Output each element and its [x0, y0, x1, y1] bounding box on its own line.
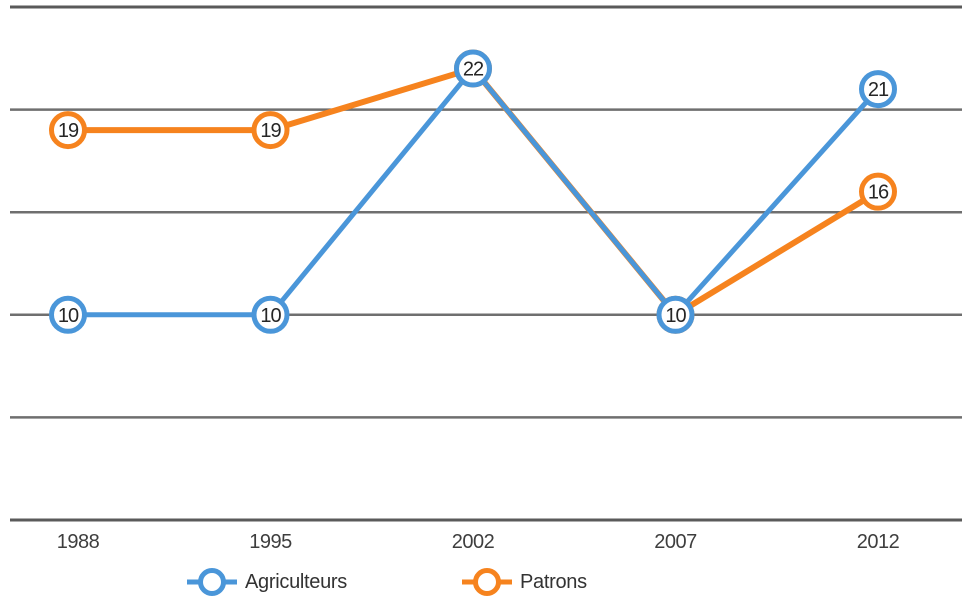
value-label: 10	[260, 305, 281, 327]
x-tick-label-2012: 2012	[857, 531, 900, 553]
data-point-agriculteurs-1995	[251, 295, 290, 334]
x-tick-label-1988: 1988	[57, 531, 100, 553]
value-label: 19	[58, 120, 79, 142]
value-label: 10	[665, 305, 686, 327]
data-point-patrons-1988	[49, 111, 87, 150]
value-label: 10	[58, 305, 79, 327]
value-label: 21	[868, 79, 889, 101]
x-tick-label-2002: 2002	[452, 531, 495, 553]
x-tick-label-1995: 1995	[249, 531, 292, 553]
data-point-patrons-1995	[251, 111, 290, 150]
legend-marker-patrons-icon	[462, 568, 512, 596]
legend-marker-agriculteurs-icon	[187, 568, 237, 596]
series-line-patrons	[65, 65, 881, 318]
legend-item-patrons: Patrons	[461, 566, 587, 598]
data-point-agriculteurs-2012	[859, 70, 897, 109]
data-point-agriculteurs-2002	[454, 49, 492, 88]
legend-item-agriculteurs: Agriculteurs	[186, 566, 347, 598]
legend-label-agriculteurs: Agriculteurs	[245, 571, 347, 593]
x-tick-label-2007: 2007	[654, 531, 697, 553]
data-point-agriculteurs-2007	[656, 295, 695, 334]
value-label: 22	[463, 59, 484, 81]
legend-label-patrons: Patrons	[520, 571, 587, 593]
value-label: 16	[868, 182, 889, 204]
data-point-agriculteurs-1988	[49, 295, 87, 334]
value-label: 19	[260, 120, 281, 142]
data-point-patrons-2012	[859, 172, 897, 211]
series-line-agriculteurs	[65, 66, 881, 318]
